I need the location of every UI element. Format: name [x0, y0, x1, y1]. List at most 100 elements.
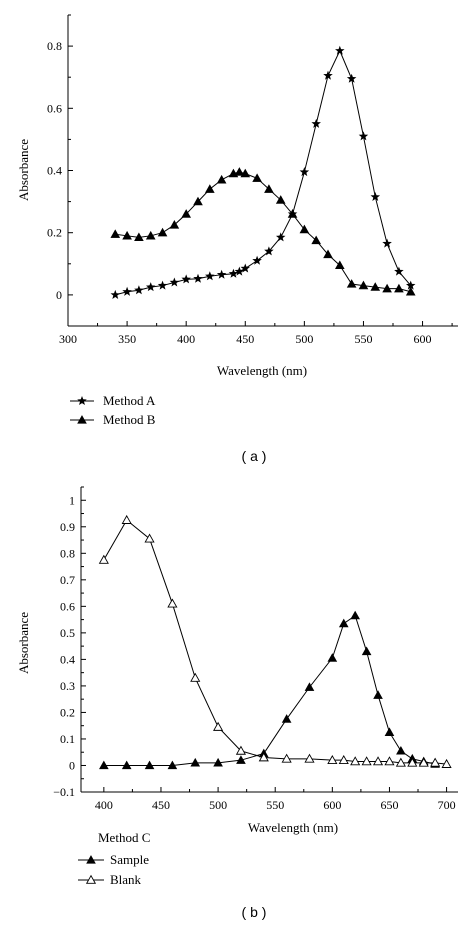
data-point-sample — [190, 757, 201, 767]
x-tick-label: 700 — [438, 798, 456, 812]
x-tick-label: 300 — [59, 332, 77, 346]
data-point-sample — [121, 760, 132, 770]
data-point-method-a — [335, 45, 345, 55]
data-point-method-b — [264, 184, 274, 193]
chart-a-legend: Method A Method B — [70, 393, 156, 427]
data-point-method-a — [205, 271, 215, 281]
legend-symbol-blank — [85, 874, 97, 884]
data-point-sample — [338, 618, 349, 628]
chart-a-axes — [67, 15, 458, 327]
y-tick-label: 0.1 — [60, 732, 75, 746]
series-method-b — [110, 167, 416, 296]
x-tick-label: 450 — [236, 332, 254, 346]
legend-symbol-method-a — [77, 396, 87, 406]
data-point-sample — [396, 745, 406, 755]
x-tick-label: 650 — [380, 798, 398, 812]
data-point-method-a — [181, 274, 191, 284]
data-point-method-a — [405, 280, 416, 290]
panel-label-a: ( a ) — [242, 448, 267, 464]
data-point-blank — [430, 757, 441, 767]
data-point-method-a — [370, 191, 381, 201]
data-point-method-b — [216, 174, 227, 184]
data-point-blank — [144, 533, 155, 543]
y-tick-label: 0.8 — [60, 546, 75, 560]
data-point-method-a — [358, 131, 369, 141]
data-point-sample — [236, 755, 246, 764]
data-point-method-b — [275, 195, 286, 204]
legend-marker-method-a — [77, 396, 87, 406]
y-tick-label: 0.6 — [60, 599, 75, 613]
data-point-method-b — [370, 282, 381, 291]
data-point-method-b — [145, 230, 156, 240]
legend-marker-blank — [85, 874, 97, 884]
data-point-method-b — [252, 173, 262, 182]
data-point-method-a — [228, 268, 239, 278]
y-tick-label: 0.2 — [60, 705, 75, 719]
chart-b-axes — [80, 487, 458, 793]
y-tick-label: 0.6 — [47, 101, 62, 115]
data-point-method-a — [169, 277, 180, 287]
data-point-blank — [235, 745, 247, 755]
data-point-blank — [190, 672, 201, 682]
data-point-blank — [98, 554, 109, 564]
data-point-method-a — [110, 289, 121, 299]
legend-label-blank: Blank — [110, 872, 142, 887]
x-tick-label: 450 — [152, 798, 170, 812]
data-point-method-a — [157, 280, 168, 290]
y-tick-label: 0.4 — [60, 652, 75, 666]
data-point-blank — [384, 756, 395, 766]
chart-a-y-ticks: 0 0.2 0.4 0.6 0.8 — [47, 14, 73, 302]
x-tick-label: 500 — [209, 798, 227, 812]
chart-a-series — [110, 45, 416, 299]
x-tick-label: 550 — [354, 332, 372, 346]
chart-b-x-axis-title: Wavelength (nm) — [248, 820, 338, 835]
data-point-method-b — [394, 283, 404, 293]
data-point-sample — [281, 714, 292, 723]
data-point-blank — [418, 757, 429, 767]
data-point-method-b — [299, 224, 310, 234]
chart-a: 300 350 400 450 500 550 600 0 0.2 0.4 0.6 0.8 Wave… — [16, 14, 458, 464]
data-point-method-b — [240, 168, 251, 178]
y-tick-label: 0.4 — [47, 164, 62, 178]
chart-b-x-ticks: 400 450 500 550 600 650 700 — [95, 787, 456, 812]
data-point-method-a — [346, 73, 357, 83]
y-tick-label: 0.3 — [60, 679, 75, 693]
y-tick-label: 1 — [69, 493, 75, 507]
data-point-sample — [361, 646, 372, 656]
panel-label-b: ( b ) — [242, 904, 267, 920]
data-point-blank — [167, 598, 178, 608]
data-point-method-b — [358, 280, 369, 290]
data-point-blank — [213, 721, 224, 731]
data-point-method-b — [169, 220, 180, 229]
legend-marker-sample — [86, 855, 96, 864]
data-point-method-a — [311, 118, 321, 128]
legend-label-sample: Sample — [110, 852, 149, 867]
data-point-method-a — [252, 255, 262, 265]
legend-symbol-method-b — [77, 415, 87, 424]
y-tick-label: 0 — [56, 288, 62, 302]
data-point-blank — [395, 757, 406, 767]
data-point-method-b — [382, 283, 392, 293]
data-point-blank — [441, 758, 452, 768]
chart-b-legend: Method C Sample Blank — [78, 830, 150, 887]
legend-item-blank: Blank — [78, 872, 142, 887]
y-tick-label: 0.9 — [60, 520, 75, 534]
data-point-method-b — [335, 260, 345, 270]
chart-a-x-ticks: 300 350 400 450 500 550 600 — [59, 321, 453, 346]
data-point-blank — [338, 754, 349, 764]
data-point-method-a — [216, 269, 227, 279]
data-point-method-a — [240, 263, 251, 273]
data-point-blank — [258, 752, 269, 762]
data-point-sample — [384, 727, 395, 736]
data-point-method-a — [394, 266, 404, 276]
y-tick-label: −0.1 — [53, 785, 75, 799]
chart-b-y-axis-title: Absorbance — [16, 612, 31, 674]
data-point-method-b — [311, 235, 321, 245]
series-method-a — [110, 45, 416, 299]
x-tick-label: 350 — [118, 332, 136, 346]
chart-b: 400 450 500 550 600 650 700 −0.1 0 0.1 0.2 0.3 0.4 0… — [16, 486, 458, 920]
legend-marker-method-b — [77, 415, 87, 424]
data-point-method-b — [110, 229, 121, 238]
legend-label-method-b: Method B — [103, 412, 156, 427]
